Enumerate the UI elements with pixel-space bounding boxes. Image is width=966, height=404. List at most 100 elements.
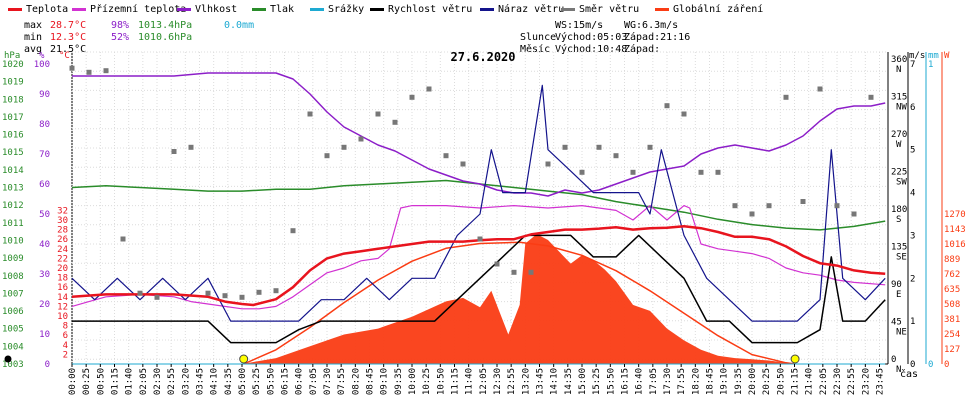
w-unit: W bbox=[944, 51, 950, 61]
hpa-tick-label: 1012 bbox=[2, 201, 24, 211]
x-tick-label: 17:55 bbox=[677, 368, 687, 395]
temp-tick-label: 12 bbox=[57, 302, 68, 312]
legend-label: Směr větru bbox=[579, 3, 639, 15]
wind-direction-point bbox=[239, 294, 245, 300]
wind-direction-point bbox=[392, 119, 398, 125]
x-tick-label: 20:50 bbox=[776, 368, 786, 395]
x-tick-label: 02:55 bbox=[167, 368, 177, 395]
moon-set: Západ: bbox=[624, 43, 660, 55]
ground-temperature-line bbox=[71, 205, 886, 310]
hpa-unit: hPa bbox=[4, 51, 20, 61]
dir-tick-label: 180 bbox=[891, 205, 907, 215]
wind-direction-point bbox=[647, 144, 653, 150]
x-tick-label: 04:35 bbox=[224, 368, 234, 395]
x-tick-label: 06:40 bbox=[295, 368, 305, 395]
hpa-tick-label: 1007 bbox=[2, 289, 24, 299]
min-hum: 52% bbox=[111, 32, 129, 43]
ms-tick-label: 1 bbox=[910, 317, 915, 327]
w-tick-label: 127 bbox=[944, 345, 960, 355]
ms-tick-label: 7 bbox=[910, 60, 915, 70]
moon-rise: Východ:10:48 bbox=[555, 43, 627, 55]
x-tick-label: 06:15 bbox=[281, 368, 291, 395]
legend-swatch bbox=[252, 8, 266, 11]
hpa-tick-label: 1004 bbox=[2, 342, 24, 352]
wind-direction-point bbox=[256, 289, 262, 295]
wind-direction-point bbox=[341, 144, 347, 150]
wind-gust-line bbox=[71, 84, 886, 322]
x-tick-label: 02:05 bbox=[139, 368, 149, 395]
wind-direction-point bbox=[817, 86, 823, 92]
max-label: max bbox=[24, 20, 42, 31]
wind-direction-point bbox=[715, 169, 721, 175]
w-tick-label: 635 bbox=[944, 285, 960, 295]
legend-swatch bbox=[310, 8, 324, 11]
wind-direction-point bbox=[460, 161, 466, 167]
temp-tick-label: 30 bbox=[57, 216, 68, 226]
hum-tick-label: 70 bbox=[39, 150, 50, 160]
wind-direction-point bbox=[324, 153, 330, 159]
dir-label: SW bbox=[896, 178, 907, 188]
wind-direction-point bbox=[545, 161, 551, 167]
wind-direction-point bbox=[511, 269, 517, 275]
wind-direction-point bbox=[222, 293, 228, 299]
hpa-tick-label: 1020 bbox=[2, 60, 24, 70]
w-tick-label: 889 bbox=[944, 255, 960, 265]
wind-direction-point bbox=[154, 294, 160, 300]
dir-label: E bbox=[896, 290, 901, 300]
w-tick-label: 1143 bbox=[944, 225, 966, 235]
x-tick-label: 15:50 bbox=[606, 368, 616, 395]
x-tick-label: 13:45 bbox=[536, 368, 546, 395]
wind-direction-point bbox=[494, 261, 500, 267]
x-tick-label: 12:55 bbox=[507, 368, 517, 395]
x-tick-label: 19:35 bbox=[734, 368, 744, 395]
x-tick-label: 13:20 bbox=[521, 368, 531, 395]
wind-direction-point bbox=[681, 111, 687, 117]
x-tick-label: 20:00 bbox=[748, 368, 758, 395]
temp-tick-label: 10 bbox=[57, 312, 68, 322]
max-hum: 98% bbox=[111, 20, 129, 31]
ms-tick-label: 3 bbox=[910, 231, 915, 241]
x-tick-label: 05:50 bbox=[266, 368, 276, 395]
wind-speed-line bbox=[72, 234, 886, 344]
legend-label: Náraz větru bbox=[498, 3, 564, 15]
dir-label: N bbox=[896, 365, 901, 375]
w-tick-label: 762 bbox=[944, 270, 960, 280]
wind-direction-point bbox=[307, 111, 313, 117]
hpa-tick-label: 1010 bbox=[2, 236, 24, 246]
wind-direction-point bbox=[426, 86, 432, 92]
wind-direction-point bbox=[783, 94, 789, 100]
dir-tick-label: 90 bbox=[891, 280, 902, 290]
dir-tick-label: 360 bbox=[891, 55, 907, 65]
temp-tick-label: 20 bbox=[57, 264, 68, 274]
x-tick-label: 10:50 bbox=[436, 368, 446, 395]
legend-swatch bbox=[8, 8, 22, 11]
hpa-tick-label: 1017 bbox=[2, 113, 24, 123]
legend-swatch bbox=[561, 8, 575, 11]
sun-rise: Východ:05:03 bbox=[555, 31, 627, 43]
x-tick-label: 12:30 bbox=[493, 368, 503, 395]
wind-direction-point bbox=[171, 149, 177, 154]
wind-direction-point bbox=[562, 144, 568, 150]
w-tick-label: 1270 bbox=[944, 210, 966, 220]
hpa-tick-label: 1016 bbox=[2, 131, 24, 141]
legend-swatch bbox=[177, 8, 191, 11]
x-tick-label: 14:10 bbox=[550, 368, 560, 395]
temp-tick-label: 2 bbox=[63, 350, 68, 360]
dir-label: SE bbox=[896, 253, 907, 263]
max-temp: 28.7°C bbox=[50, 20, 86, 31]
temp-tick-label: 8 bbox=[63, 322, 68, 332]
wind-direction-point bbox=[290, 228, 296, 234]
moon-label: Měsíc bbox=[520, 43, 550, 55]
wind-direction-point bbox=[103, 68, 109, 74]
mm-unit: mm bbox=[928, 51, 939, 61]
x-tick-label: 15:00 bbox=[578, 368, 588, 395]
wind-direction-point bbox=[375, 111, 381, 117]
dir-tick-label: 270 bbox=[891, 130, 907, 140]
pressure-line bbox=[71, 179, 886, 231]
wind-direction-point bbox=[851, 211, 857, 217]
x-tick-label: 23:20 bbox=[861, 368, 871, 395]
ms-tick-label: 4 bbox=[910, 189, 915, 199]
hpa-tick-label: 1008 bbox=[2, 272, 24, 282]
x-tick-label: 19:10 bbox=[720, 368, 730, 395]
wind-direction-point bbox=[834, 203, 840, 209]
